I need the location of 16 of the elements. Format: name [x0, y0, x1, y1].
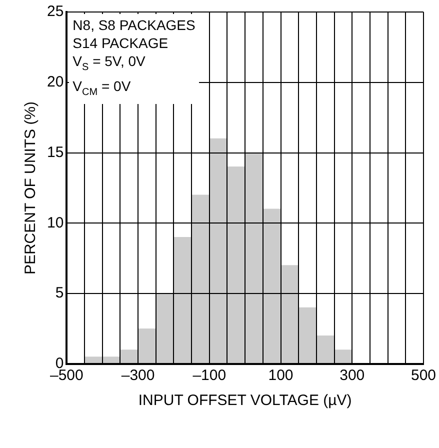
x-tick-label: –100	[192, 367, 226, 384]
y-axis-title: PERCENT OF UNITS (%)	[22, 101, 40, 275]
annotation: S14 PACKAGE	[72, 35, 168, 51]
annotation: N8, S8 PACKAGES	[72, 17, 196, 33]
x-tick-label: 300	[340, 367, 365, 384]
x-axis-title: INPUT OFFSET VOLTAGE (µV)	[138, 392, 352, 410]
x-tick-label: 100	[268, 367, 294, 384]
x-tick-label: 500	[410, 367, 436, 384]
annotation: V$_{CM}$ = 0V	[72, 78, 131, 98]
x-tick-label: –300	[121, 367, 155, 384]
y-tick-label: 15	[46, 144, 64, 161]
annotation: V$_{S}$ = 5V, 0V	[72, 53, 146, 73]
y-tick-label: 5	[55, 284, 64, 302]
y-tick-label: 25	[46, 3, 64, 20]
y-tick-label: 20	[46, 74, 64, 91]
y-tick-label: 10	[46, 214, 64, 232]
